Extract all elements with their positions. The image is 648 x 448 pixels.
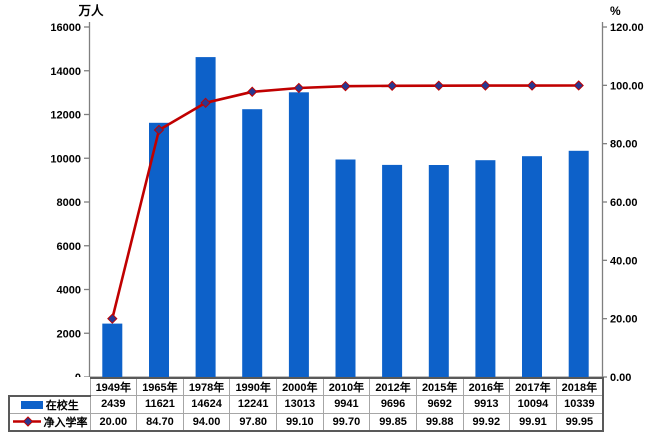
value-cell-净入学率-2016年: 99.92 (462, 412, 511, 432)
value-cell-净入学率-2018年: 99.95 (555, 412, 604, 432)
left-tick-label: 10000 (50, 153, 81, 165)
table-corner-cell (9, 378, 90, 396)
right-tick-label: 60.00 (610, 197, 638, 209)
year-header-2015年: 2015年 (415, 377, 464, 396)
marker-1978年 (200, 97, 211, 109)
bar-2010年 (335, 159, 356, 377)
line-legend-swatch-icon (13, 416, 41, 427)
right-axis: 0.00 20.00 40.00 60.00 80.00 100.00 120.00% (601, 4, 644, 384)
value-cell-在校生-2012年: 9696 (369, 395, 417, 414)
left-tick-label: 8000 (57, 197, 81, 209)
left-axis: 0200040006000800010000120001400016000万人 (50, 3, 104, 384)
legend-key-净入学率: 净入学率 (8, 412, 91, 432)
marker-2012年 (386, 80, 398, 91)
bar-1949年 (102, 323, 123, 377)
marker-2010年 (340, 81, 351, 92)
left-tick-label: 12000 (50, 110, 81, 122)
right-tick-label: 20.00 (610, 314, 638, 326)
year-header-2017年: 2017年 (509, 377, 557, 396)
value-cell-在校生-1965年: 11621 (136, 395, 184, 414)
right-tick-label: 100.00 (610, 80, 644, 92)
right-tick-label: 80.00 (610, 139, 638, 151)
value-cell-在校生-2018年: 10339 (555, 395, 604, 414)
value-cell-在校生-1990年: 12241 (229, 395, 277, 414)
bar-2000年 (288, 92, 309, 378)
line-series (107, 80, 584, 324)
bar-2017年 (522, 156, 542, 377)
left-axis-title: 万人 (77, 3, 104, 18)
marker-1990年 (247, 86, 258, 97)
value-cell-在校生-2017年: 10094 (509, 395, 557, 414)
left-tick-label: 14000 (50, 66, 81, 78)
right-tick-label: 40.00 (610, 255, 638, 267)
bar-1965年 (149, 122, 169, 377)
value-cell-净入学率-2000年: 99.10 (276, 412, 324, 432)
value-cell-在校生-2000年: 13013 (276, 395, 324, 414)
legend-label: 在校生 (45, 399, 79, 412)
right-axis-title: % (610, 4, 621, 18)
bar-series (102, 57, 589, 378)
value-cell-在校生-2015年: 9692 (415, 395, 464, 414)
value-cell-在校生-1978年: 14624 (182, 395, 231, 414)
value-cell-在校生-2016年: 9913 (462, 395, 511, 414)
year-header-1990年: 1990年 (229, 377, 277, 396)
table-row-在校生: 在校生 2439 11621 14624 12241 13013 9941 9696 9692 9… (8, 394, 604, 414)
data-table: 1949年 1965年 1978年 1990年 2000年 2010年 2012年 2015年… (8, 377, 604, 432)
marker-2016年 (480, 80, 491, 91)
value-cell-在校生-2010年: 9941 (322, 395, 371, 414)
value-cell-净入学率-2012年: 99.85 (369, 412, 417, 432)
value-cell-净入学率-2015年: 99.88 (415, 412, 464, 432)
bar-2016年 (475, 160, 496, 377)
value-cell-净入学率-2010年: 99.70 (322, 412, 371, 432)
year-header-1978年: 1978年 (182, 377, 231, 396)
value-cell-净入学率-1978年: 94.00 (182, 412, 231, 432)
bar-2015年 (428, 165, 449, 377)
value-cell-净入学率-1965年: 84.70 (136, 412, 184, 432)
marker-2000年 (293, 82, 305, 94)
table-header-row: 1949年 1965年 1978年 1990年 2000年 2010年 2012年 2015年… (9, 377, 604, 396)
value-cell-净入学率-1949年: 20.00 (89, 412, 138, 432)
left-tick-label: 2000 (57, 328, 81, 340)
left-tick-label: 16000 (50, 22, 81, 34)
value-cell-在校生-1949年: 2439 (89, 395, 138, 414)
bar-2018年 (568, 150, 589, 377)
value-cell-净入学率-1990年: 97.80 (229, 412, 277, 432)
marker-2015年 (433, 80, 444, 91)
right-tick-label: 0.00 (610, 372, 631, 384)
bar-1990年 (242, 109, 263, 377)
marker-2017年 (526, 80, 538, 91)
year-header-2016年: 2016年 (462, 377, 511, 396)
year-header-2018年: 2018年 (555, 377, 604, 396)
marker-2018年 (573, 80, 584, 91)
left-tick-label: 4000 (57, 285, 81, 297)
legend-key-在校生: 在校生 (8, 394, 91, 414)
bar-2012年 (382, 164, 403, 377)
marker-1965年 (153, 124, 165, 136)
table-row-净入学率: 净入学率 20.00 84.70 94.00 97.80 99.10 99.70 99.85 9… (8, 412, 604, 432)
value-cell-净入学率-2017年: 99.91 (509, 412, 557, 432)
year-header-2010年: 2010年 (322, 377, 371, 396)
year-header-2000年: 2000年 (276, 377, 324, 396)
year-header-2012年: 2012年 (369, 377, 417, 396)
marker-1949年 (107, 313, 118, 324)
bar-legend-swatch-icon (20, 400, 43, 409)
right-tick-label: 120.00 (610, 22, 644, 34)
year-header-1965年: 1965年 (136, 377, 184, 396)
bar-1978年 (195, 57, 216, 377)
legend-label: 净入学率 (43, 416, 88, 429)
year-header-1949年: 1949年 (89, 377, 138, 396)
left-tick-label: 6000 (57, 241, 81, 253)
